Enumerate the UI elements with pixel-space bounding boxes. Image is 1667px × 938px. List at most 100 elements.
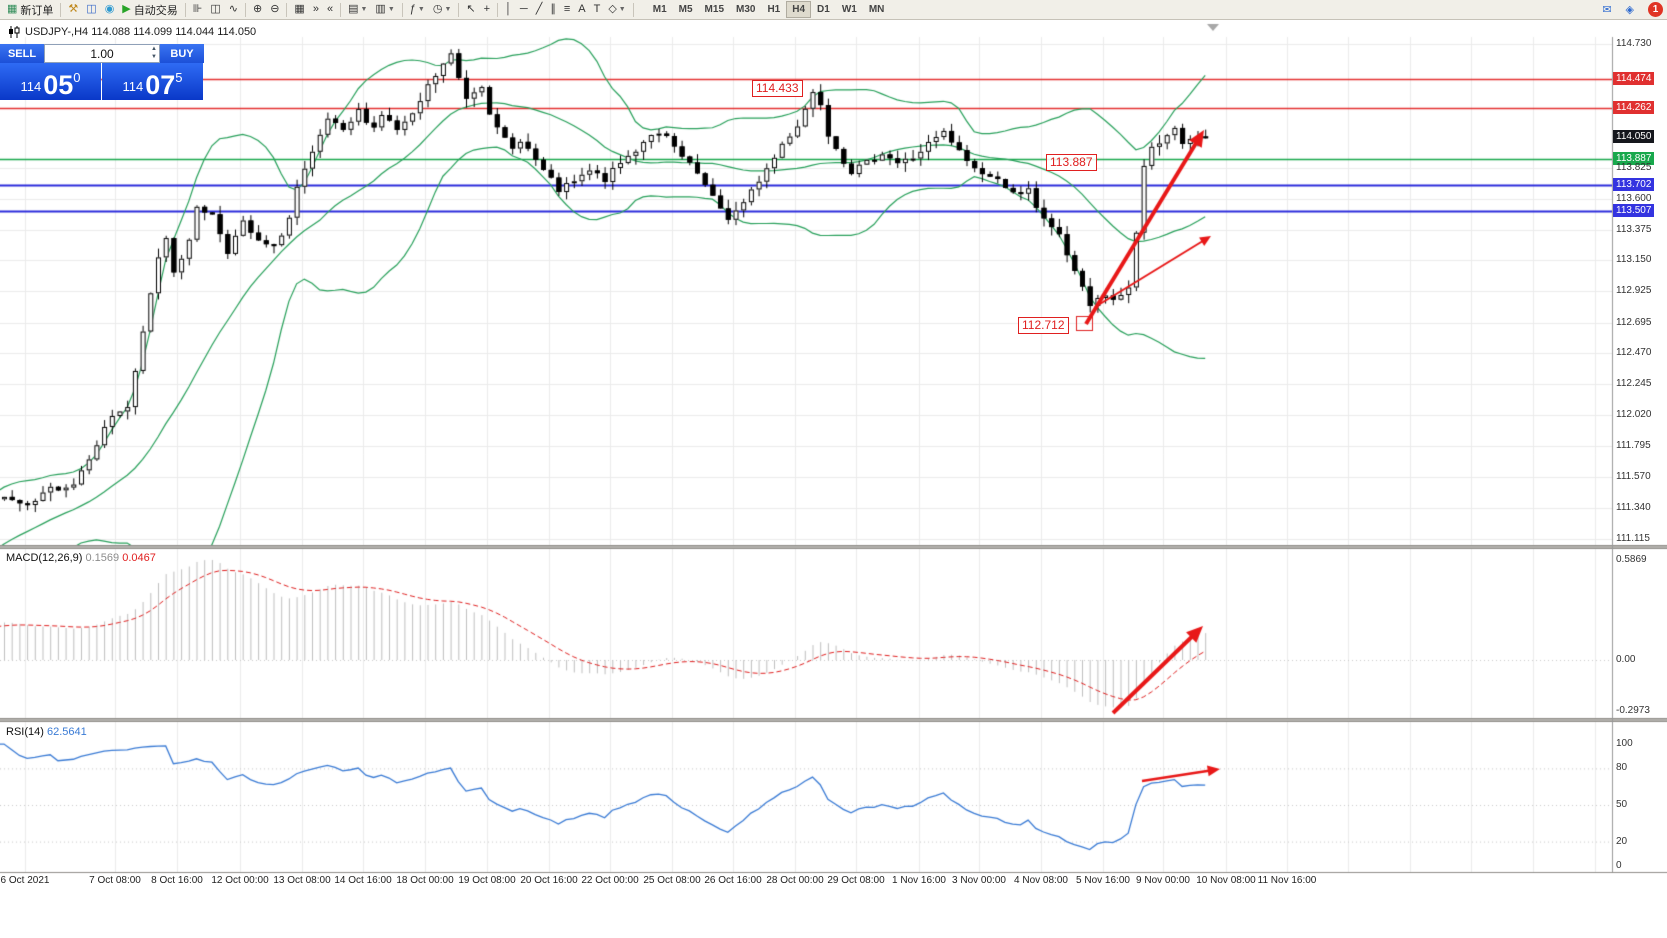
community-button[interactable]: ◉ — [101, 0, 119, 19]
toolbar-separator — [60, 2, 62, 17]
timeframe-h4[interactable]: H4 — [786, 1, 812, 18]
time-tick: 26 Oct 16:00 — [704, 875, 762, 886]
indicators-button-glyph: ƒ — [409, 3, 416, 15]
toolbar-right: ✉ ◈ — [1598, 0, 1664, 19]
profiles-button[interactable]: ▥ ▼ — [371, 0, 398, 19]
time-tick: 6 Oct 2021 — [0, 875, 50, 886]
volume-up-arrow[interactable]: ▲ — [151, 46, 157, 52]
profiles-button-caret: ▼ — [387, 6, 395, 13]
time-tick: 10 Nov 08:00 — [1196, 875, 1256, 886]
timeframe-d1[interactable]: D1 — [817, 4, 830, 15]
shapes-tool[interactable]: ◇ ▼ — [604, 0, 629, 19]
auto-scroll-button-glyph: » — [312, 3, 319, 15]
auto-scroll-button[interactable]: » — [309, 0, 323, 19]
rsi-tick: 0 — [1616, 860, 1622, 871]
price-annotation-114.433[interactable]: 114.433 — [752, 80, 803, 97]
cursor-tool-button[interactable]: ↖ — [462, 0, 479, 19]
timeframe-m5[interactable]: M5 — [678, 4, 693, 15]
timeframe-h1[interactable]: H1 — [767, 4, 781, 15]
volume-down-arrow[interactable]: ▼ — [151, 54, 157, 60]
time-tick: 13 Oct 08:00 — [273, 875, 331, 886]
sell-button[interactable]: SELL — [0, 44, 44, 63]
zoom-out-button-glyph: ⊖ — [270, 3, 280, 15]
time-tick: 4 Nov 08:00 — [1014, 875, 1068, 886]
notification-badge[interactable]: 1 — [1648, 2, 1663, 17]
new-chart-button[interactable]: ▤ ▼ — [344, 0, 371, 19]
mail-icon[interactable]: ✉ — [1602, 4, 1612, 16]
periods-button-caret: ▼ — [444, 6, 452, 13]
line-chart-button-glyph: ∿ — [228, 3, 238, 15]
buy-button[interactable]: BUY — [160, 44, 204, 63]
chart-canvas[interactable] — [0, 21, 1667, 938]
timeframe-m1[interactable]: M1 — [652, 4, 667, 15]
zoom-in-button-glyph: ⊕ — [252, 3, 263, 15]
time-tick: 20 Oct 16:00 — [520, 875, 578, 886]
toolbar-separator — [244, 2, 246, 17]
text-tool-glyph: A — [578, 3, 586, 15]
rsi-tick: 20 — [1616, 835, 1628, 847]
zoom-in-button[interactable]: ⊕ — [249, 0, 266, 19]
autotrading-button-glyph: ▶ — [122, 3, 131, 15]
sell-price-button[interactable]: 114 05 0 — [0, 63, 101, 100]
fibonacci-tool-glyph: ≡ — [563, 3, 571, 15]
news-icon[interactable]: ◈ — [1625, 4, 1634, 16]
indicators-button[interactable]: ƒ ▼ — [406, 0, 429, 19]
fibonacci-tool[interactable]: ≡ — [560, 0, 574, 19]
timeframe-m30[interactable]: M30 — [736, 4, 756, 15]
new-order-button[interactable]: ▦ 新订单 — [3, 0, 57, 19]
price-tick: 112.020 — [1616, 409, 1652, 421]
price-annotation-112.712[interactable]: 112.712 — [1018, 317, 1069, 334]
chart-shift-button[interactable]: « — [323, 0, 337, 19]
profiles-button-glyph: ▥ — [375, 3, 386, 15]
toolbar-separator — [632, 2, 634, 17]
time-tick: 11 Nov 16:00 — [1257, 875, 1317, 886]
horizontal-line-tool[interactable]: ─ — [516, 0, 532, 19]
toolbar-separator — [286, 2, 288, 17]
vertical-line-tool[interactable]: │ — [501, 0, 516, 19]
zoom-out-button[interactable]: ⊖ — [266, 0, 283, 19]
toolbar-separator — [340, 2, 342, 17]
channel-tool[interactable]: ∥ — [546, 0, 560, 19]
price-tick: 112.925 — [1616, 285, 1652, 297]
periods-button-glyph: ◷ — [432, 3, 443, 15]
periods-button[interactable]: ◷ ▼ — [429, 0, 456, 19]
rsi-tick: 100 — [1616, 738, 1633, 749]
timeframe-m15[interactable]: M15 — [704, 4, 724, 15]
candlestick-chart-button-glyph: ◫ — [210, 3, 221, 15]
time-tick: 7 Oct 08:00 — [89, 875, 141, 886]
autotrading-button[interactable]: ▶ 自动交易 — [118, 0, 181, 19]
label-tool[interactable]: T — [590, 0, 605, 19]
volume-input[interactable]: 1.00 ▲ ▼ — [44, 44, 160, 63]
text-tool[interactable]: A — [574, 0, 589, 19]
macd-tick: -0.2973 — [1616, 704, 1650, 716]
price-badge-114.262: 114.262 — [1613, 101, 1655, 115]
price-tick: 113.375 — [1616, 223, 1652, 235]
trendline-tool[interactable]: ╱ — [532, 0, 547, 19]
time-tick: 29 Oct 08:00 — [827, 875, 885, 886]
timeframe-mn[interactable]: MN — [868, 4, 885, 15]
crosshair-tool-button[interactable]: + — [480, 0, 494, 19]
buy-price-button[interactable]: 114 07 5 — [102, 63, 203, 100]
timeframe-w1[interactable]: W1 — [841, 4, 857, 15]
price-annotation-113.887[interactable]: 113.887 — [1046, 154, 1097, 171]
cursor-tool-button-glyph: ↖ — [466, 3, 476, 15]
label-tool-glyph: T — [593, 3, 601, 15]
candlestick-chart-button[interactable]: ◫ — [206, 0, 224, 19]
volume-value: 1.00 — [90, 46, 114, 61]
price-badge-113.702: 113.702 — [1613, 177, 1655, 191]
time-tick: 25 Oct 08:00 — [643, 875, 701, 886]
toolbar-separator — [184, 2, 186, 17]
price-tick: 113.600 — [1616, 192, 1652, 204]
line-chart-button[interactable]: ∿ — [225, 0, 242, 19]
tile-windows-button[interactable]: ▦ — [290, 0, 308, 19]
metaeditor-button[interactable]: ⚒ — [64, 0, 82, 19]
bar-chart-button[interactable]: ⊪ — [189, 0, 207, 19]
rsi-tick: 50 — [1616, 799, 1628, 810]
bar-chart-button-glyph: ⊪ — [192, 3, 203, 15]
market-depth-button[interactable]: ◫ — [82, 0, 100, 19]
toolbar-separator — [497, 2, 499, 17]
timeframe-buttons: M1 M5 M15 M30 H1 H4 D1 W1 MN — [647, 1, 891, 18]
shapes-tool-caret: ▼ — [618, 6, 626, 13]
tile-windows-button-glyph: ▦ — [294, 3, 305, 15]
